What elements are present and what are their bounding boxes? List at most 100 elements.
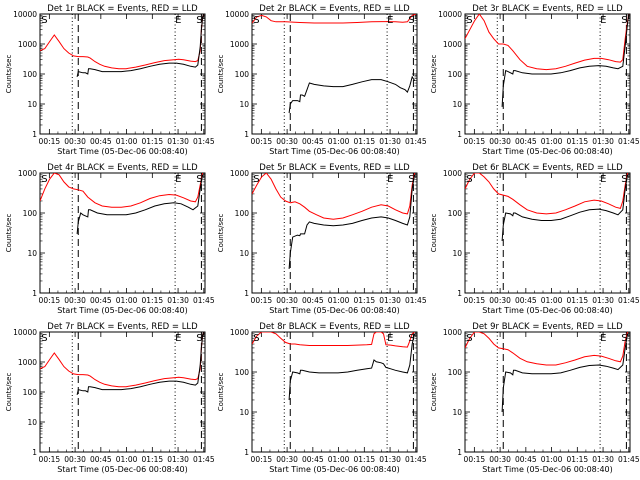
series-line-events xyxy=(288,333,416,401)
y-tick-label: 10000 xyxy=(13,10,37,19)
x-tick-label: 00:15 xyxy=(39,455,61,464)
x-axis-label: Start Time (05-Dec-06 00:08:40) xyxy=(269,147,400,156)
x-tick-label: 00:15 xyxy=(251,296,273,305)
y-tick-label: 1000 xyxy=(18,358,37,367)
x-tick-label: 00:45 xyxy=(302,137,324,146)
plot-frame xyxy=(39,13,206,135)
y-axis-label: Counts/sec xyxy=(217,55,225,94)
marker-label: S xyxy=(41,15,47,26)
x-tick-label: 00:45 xyxy=(302,296,324,305)
x-tick-label: 01:00 xyxy=(116,296,138,305)
x-tick-label: 00:30 xyxy=(276,455,298,464)
y-axis-label: Counts/sec xyxy=(430,55,438,94)
x-tick-label: 00:15 xyxy=(251,455,273,464)
x-tick-label: 01:45 xyxy=(618,137,640,146)
chart-title: Det 9r BLACK = Events, RED = LLD xyxy=(472,322,623,332)
series-line-events xyxy=(76,332,205,396)
chart-title: Det 8r BLACK = Events, RED = LLD xyxy=(259,322,410,332)
y-tick-label: 10 xyxy=(452,100,462,109)
x-tick-label: 00:30 xyxy=(64,296,86,305)
x-tick-label: 00:15 xyxy=(39,296,61,305)
y-tick-label: 100 xyxy=(23,209,38,218)
x-tick-label: 01:15 xyxy=(142,455,164,464)
chart-panel: Det 5r BLACK = Events, RED = LLD10001001… xyxy=(217,163,427,315)
x-tick-label: 00:45 xyxy=(90,137,112,146)
y-axis-label: Counts/sec xyxy=(5,373,13,412)
y-tick-label: 10000 xyxy=(13,328,37,337)
x-tick-label: 00:15 xyxy=(251,137,273,146)
marker-label: E xyxy=(387,174,393,185)
series-line-events xyxy=(501,174,629,242)
marker-label: S xyxy=(466,174,472,185)
x-tick-label: 01:15 xyxy=(142,137,164,146)
x-tick-label: 01:45 xyxy=(618,455,640,464)
chart-panel: Det 6r BLACK = Events, RED = LLD10001001… xyxy=(430,163,640,315)
plot-frame xyxy=(39,331,206,453)
series-line-lld xyxy=(465,14,630,71)
x-tick-label: 00:45 xyxy=(90,296,112,305)
x-tick-label: 01:00 xyxy=(328,137,350,146)
series-line-events xyxy=(76,174,204,234)
y-tick-label: 10 xyxy=(27,418,37,427)
x-tick-label: 01:30 xyxy=(592,137,614,146)
x-tick-label: 01:45 xyxy=(405,455,427,464)
x-axis-label: Start Time (05-Dec-06 00:08:40) xyxy=(57,465,188,474)
x-tick-label: 01:30 xyxy=(592,296,614,305)
x-tick-label: 01:00 xyxy=(328,455,350,464)
x-tick-label: 00:30 xyxy=(489,296,511,305)
y-tick-label: 100 xyxy=(23,388,38,397)
y-tick-label: 1 xyxy=(32,130,37,139)
x-tick-label: 00:15 xyxy=(464,296,486,305)
plot-frame xyxy=(251,172,418,294)
x-axis-label: Start Time (05-Dec-06 00:08:40) xyxy=(482,465,613,474)
x-tick-label: 01:00 xyxy=(541,296,563,305)
y-tick-label: 10 xyxy=(239,249,249,258)
y-tick-label: 10 xyxy=(452,249,462,258)
y-tick-label: 1000 xyxy=(18,169,37,178)
x-tick-label: 00:45 xyxy=(515,455,537,464)
y-axis-label: Counts/sec xyxy=(217,214,225,253)
x-tick-label: 01:00 xyxy=(116,137,138,146)
marker-label: S xyxy=(408,333,414,344)
plot-frame xyxy=(464,331,631,453)
x-tick-label: 01:30 xyxy=(167,455,189,464)
chart-title: Det 4r BLACK = Events, RED = LLD xyxy=(47,163,198,173)
y-tick-label: 1 xyxy=(32,448,37,457)
x-axis-label: Start Time (05-Dec-06 00:08:40) xyxy=(269,306,400,315)
marker-label: E xyxy=(175,333,181,344)
x-tick-label: 00:45 xyxy=(90,455,112,464)
x-tick-label: 01:30 xyxy=(167,137,189,146)
x-tick-label: 01:30 xyxy=(379,137,401,146)
y-tick-label: 1000 xyxy=(18,40,37,49)
y-tick-label: 1 xyxy=(457,448,462,457)
x-axis-label: Start Time (05-Dec-06 00:08:40) xyxy=(57,306,188,315)
chart-panel: Det 9r BLACK = Events, RED = LLD 1000 100 1… xyxy=(430,322,640,474)
y-tick-label: 100 xyxy=(448,368,463,377)
x-tick-label: 00:15 xyxy=(464,455,486,464)
x-tick-label: 01:45 xyxy=(193,296,215,305)
marker-label: E xyxy=(600,15,606,26)
x-axis-label: Start Time (05-Dec-06 00:08:40) xyxy=(482,306,613,315)
series-line-lld xyxy=(252,332,415,348)
y-axis-label: Counts/sec xyxy=(5,214,13,253)
y-tick-label: 1000 xyxy=(443,328,462,337)
x-tick-label: 01:00 xyxy=(541,455,563,464)
x-tick-label: 01:30 xyxy=(379,296,401,305)
plot-frame xyxy=(39,172,206,294)
x-tick-label: 01:00 xyxy=(328,296,350,305)
chart-title: Det 3r BLACK = Events, RED = LLD xyxy=(472,4,623,14)
x-tick-label: 01:45 xyxy=(618,296,640,305)
y-tick-label: 1 xyxy=(457,130,462,139)
x-tick-label: 00:30 xyxy=(489,137,511,146)
x-tick-label: 01:15 xyxy=(142,296,164,305)
y-tick-label: 10 xyxy=(239,408,249,417)
y-tick-label: 10000 xyxy=(225,10,249,19)
series-line-lld xyxy=(40,332,205,388)
series-line-lld xyxy=(252,14,416,24)
marker-label: S xyxy=(621,15,627,26)
marker-label: S xyxy=(253,15,259,26)
marker-label: S xyxy=(253,174,259,185)
marker-label: S xyxy=(196,333,202,344)
y-axis-label: Counts/sec xyxy=(430,373,438,412)
